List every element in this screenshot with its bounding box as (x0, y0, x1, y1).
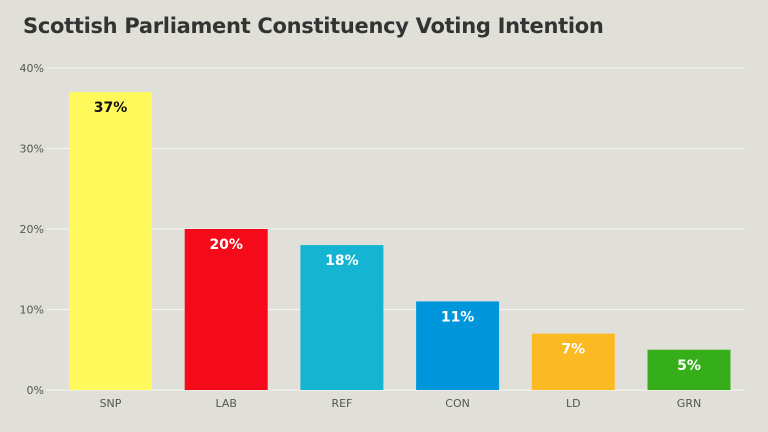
bar-grn (647, 349, 731, 390)
data-label: 11% (441, 309, 475, 325)
data-label: 20% (209, 237, 243, 253)
bar-snp (69, 92, 152, 391)
x-tick-label: SNP (100, 397, 122, 410)
data-label: 18% (325, 253, 359, 269)
x-tick-label: LD (566, 397, 581, 410)
x-tick-label: CON (445, 397, 470, 410)
bar-ref (300, 245, 384, 390)
data-label: 7% (561, 342, 585, 358)
y-tick-label: 0% (27, 384, 44, 397)
data-label: 37% (94, 100, 128, 116)
bar-lab (184, 229, 268, 390)
y-tick-label: 30% (20, 143, 44, 156)
bar-con (416, 301, 500, 390)
bar-ld (531, 333, 615, 390)
x-tick-label: GRN (677, 397, 701, 410)
x-tick-label: LAB (215, 397, 236, 410)
data-label: 5% (677, 358, 701, 374)
y-tick-label: 40% (20, 62, 44, 75)
y-tick-label: 20% (20, 223, 44, 236)
x-tick-label: REF (331, 397, 352, 410)
y-tick-label: 10% (20, 304, 44, 317)
chart-title: Scottish Parliament Constituency Voting … (23, 14, 604, 38)
